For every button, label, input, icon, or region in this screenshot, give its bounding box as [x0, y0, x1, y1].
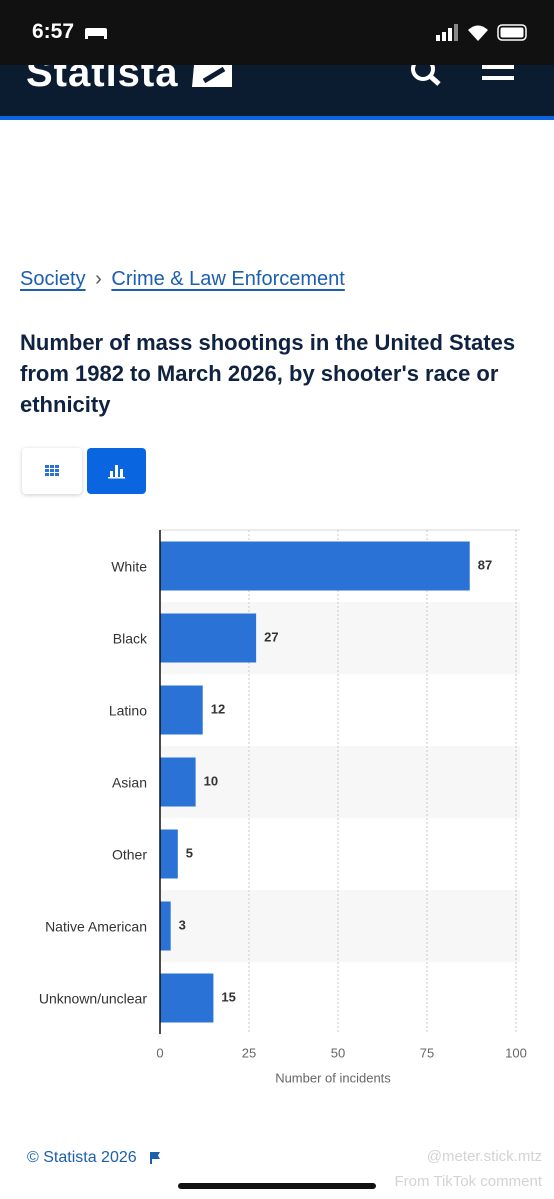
value-label: 15 [221, 989, 235, 1004]
chart-title: Number of mass shootings in the United S… [20, 330, 516, 417]
x-tick-label: 50 [331, 1045, 345, 1060]
y-tick-label: Asian [112, 775, 147, 791]
bar [160, 685, 203, 735]
table-view-button[interactable] [22, 448, 82, 494]
bar [160, 613, 257, 663]
menu-icon[interactable] [480, 65, 516, 85]
y-tick-label: Native American [45, 919, 147, 935]
bar [160, 973, 214, 1023]
y-tick-label: Other [112, 847, 147, 863]
table-icon [45, 465, 59, 476]
chart-view-button[interactable] [87, 448, 146, 494]
value-label: 27 [264, 629, 278, 644]
time: 6:57 [32, 20, 75, 43]
row-band [160, 746, 520, 818]
breadcrumb[interactable]: Society [20, 268, 86, 290]
bar [160, 757, 196, 807]
row-band [160, 890, 520, 962]
bar [160, 829, 178, 879]
y-tick-label: White [111, 559, 147, 575]
chart: 0 25 50 75 100 Number of incidents White 87 Blac… [39, 529, 527, 1085]
x-tick-label: 25 [242, 1045, 256, 1060]
bar [160, 901, 171, 951]
value-label: 3 [179, 917, 186, 932]
flag-icon[interactable] [149, 1151, 163, 1165]
x-tick-label: 100 [505, 1045, 527, 1060]
y-tick-label: Latino [109, 703, 147, 719]
y-tick-label: Black [113, 631, 148, 647]
copyright[interactable]: © Statista 2026 [27, 1149, 137, 1166]
search-icon[interactable] [406, 65, 446, 87]
home-indicator [178, 1183, 376, 1189]
bed-icon [85, 28, 107, 39]
x-tick-label: 0 [156, 1045, 163, 1060]
watermark-source: From TikTok comment [394, 1173, 542, 1190]
x-axis-label: Number of incidents [275, 1070, 391, 1085]
x-tick-label: 75 [420, 1045, 434, 1060]
chart-icon [108, 465, 125, 479]
value-label: 10 [204, 773, 218, 788]
value-label: 5 [186, 845, 193, 860]
y-tick-label: Unknown/unclear [39, 991, 148, 1007]
value-label: 87 [478, 557, 492, 572]
logo-mark [192, 65, 232, 87]
site-header: Statista [0, 65, 554, 120]
status-bar: 6:57 [0, 0, 554, 65]
watermark-handle: @meter.stick.mtz [426, 1148, 542, 1165]
bar [160, 541, 470, 591]
status-icons [436, 24, 527, 41]
breadcrumb[interactable]: Crime & Law Enforcement [111, 268, 345, 290]
breadcrumbs: Society › Crime & Law Enforcement [20, 268, 345, 291]
value-label: 12 [211, 701, 225, 716]
logo[interactable]: Statista [26, 65, 179, 95]
breadcrumb-separator: › [95, 268, 102, 290]
